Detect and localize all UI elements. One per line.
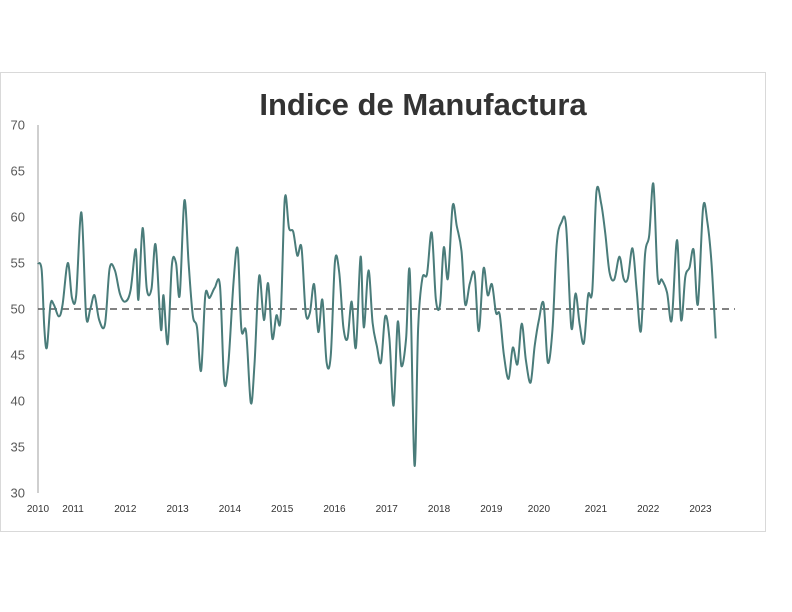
series-line — [37, 182, 717, 467]
x-tick-label: 2015 — [271, 504, 294, 515]
y-axis: 30 35 40 45 50 55 60 65 70 — [11, 118, 39, 501]
x-axis: 2010 2011 2012 2013 2014 2015 2016 2017 2018 2019… — [27, 504, 712, 515]
x-tick-label: 2020 — [528, 504, 551, 515]
chart-canvas: Indice de Manufactura 30 35 40 45 50 55 60 65 70… — [11, 87, 735, 515]
y-tick-label: 65 — [11, 164, 25, 179]
y-tick-label: 70 — [11, 118, 25, 133]
x-tick-label: 2022 — [637, 504, 660, 515]
x-tick-label: 2017 — [376, 504, 399, 515]
x-tick-label: 2010 — [27, 504, 50, 515]
chart-title: Indice de Manufactura — [259, 87, 587, 122]
x-tick-label: 2011 — [62, 504, 84, 515]
y-tick-label: 50 — [11, 302, 25, 317]
x-tick-label: 2023 — [689, 504, 712, 515]
x-tick-label: 2013 — [166, 504, 189, 515]
x-tick-label: 2018 — [428, 504, 451, 515]
y-tick-label: 55 — [11, 256, 25, 271]
y-tick-label: 40 — [11, 394, 25, 409]
x-tick-label: 2019 — [480, 504, 503, 515]
y-tick-label: 45 — [11, 348, 25, 363]
x-tick-label: 2016 — [323, 504, 346, 515]
y-tick-label: 60 — [11, 210, 25, 225]
x-tick-label: 2021 — [585, 504, 608, 515]
y-tick-label: 35 — [11, 440, 25, 455]
chart-area: Indice de Manufactura 30 35 40 45 50 55 60 65 70… — [0, 72, 766, 532]
x-tick-label: 2012 — [114, 504, 137, 515]
series-group — [37, 182, 717, 467]
y-tick-label: 30 — [11, 486, 25, 501]
x-tick-label: 2014 — [219, 504, 242, 515]
